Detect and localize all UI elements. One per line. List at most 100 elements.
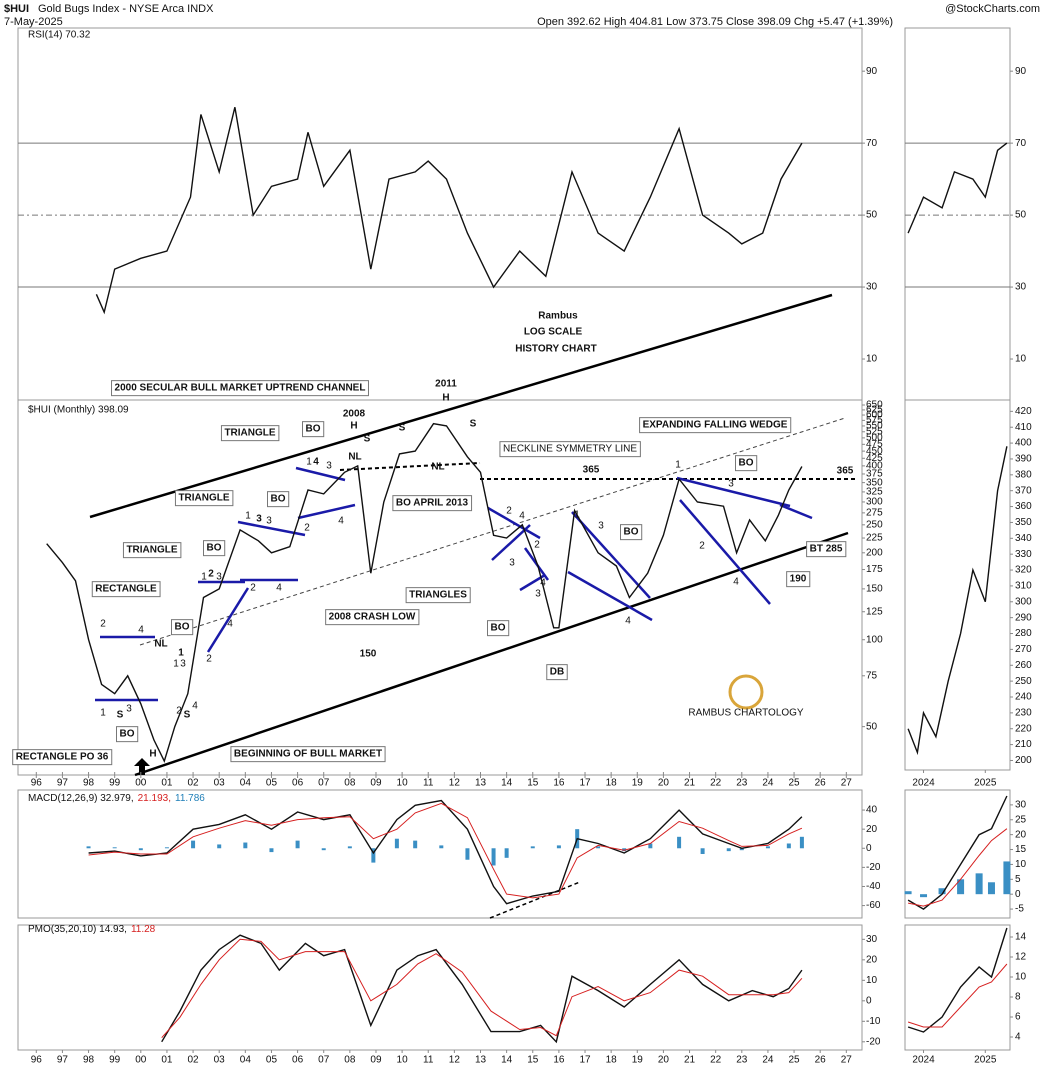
annotation-box <box>122 542 182 559</box>
channel-upper <box>89 293 833 519</box>
neckline <box>339 462 481 471</box>
y-tick-label: 600 <box>866 410 883 421</box>
annotation: 2 <box>206 654 212 665</box>
wedge-a <box>571 511 651 599</box>
annotation-box <box>203 540 226 557</box>
x-tick-label: 02 <box>188 778 200 789</box>
annotation: 4 <box>313 457 319 468</box>
annotation: 2008 CRASH LOW <box>329 612 416 623</box>
mini-pmo-frame <box>904 924 1011 1051</box>
annotation: BO <box>306 424 321 435</box>
x-tick-label: 00 <box>135 1055 147 1066</box>
annotation: 2008 <box>343 409 366 420</box>
y-tick-label: 10 <box>866 975 878 986</box>
x-tick-label: 13 <box>475 778 487 789</box>
y-tick-label: 625 <box>866 405 883 416</box>
index-name: Gold Bugs Index - NYSE Arca INDX <box>38 3 214 15</box>
histogram-bar <box>677 836 682 849</box>
annotation: S <box>184 710 191 721</box>
annotation: LOG SCALE <box>524 327 583 338</box>
x-tick-label: 04 <box>240 1055 252 1066</box>
x-tick-label: 18 <box>606 1055 618 1066</box>
x-tick-label: 07 <box>318 1055 330 1066</box>
panel-title: $HUI (Monthly) 398.09 <box>28 405 129 416</box>
annotation-box <box>171 619 194 636</box>
x-tick-label: 02 <box>188 1055 200 1066</box>
y-tick-label: 12 <box>1015 952 1027 963</box>
y-tick-label: 390 <box>1015 454 1032 465</box>
x-tick-label: 96 <box>31 778 43 789</box>
annotation-box <box>786 571 811 588</box>
annotation-box <box>267 491 290 508</box>
x-tick-label: 97 <box>57 778 69 789</box>
x-tick-label: 12 <box>449 778 461 789</box>
annotation: Rambus <box>538 311 578 322</box>
y-tick-label: 70 <box>1015 138 1027 149</box>
y-tick-label: 75 <box>866 670 878 681</box>
annotation: RECTANGLE <box>95 584 157 595</box>
tri4-bottom <box>491 524 531 561</box>
y-tick-label: 410 <box>1015 422 1032 433</box>
y-tick-label: 400 <box>1015 438 1032 449</box>
series-line <box>907 446 1008 756</box>
annotation: 3 <box>126 704 132 715</box>
panel-title-part: 11.786 <box>175 793 205 804</box>
annotation: TRIANGLE <box>126 545 177 556</box>
histogram-bar <box>648 843 653 849</box>
x-tick-label: 27 <box>841 1055 853 1066</box>
annotation: 4 <box>519 511 525 522</box>
y-tick-label: 250 <box>1015 676 1032 687</box>
y-tick-label: 450 <box>866 446 883 457</box>
tri4-top <box>487 506 541 540</box>
tri3-bottom <box>297 503 356 520</box>
annotation: 1 <box>173 659 179 670</box>
y-tick-label: 5 <box>1015 874 1021 885</box>
histogram-bar <box>904 891 912 895</box>
y-tick-label: 20 <box>1015 829 1027 840</box>
annotation: NL <box>348 452 361 463</box>
histogram-bar <box>491 848 496 866</box>
series-line <box>908 828 1008 907</box>
y-tick-label: 25 <box>1015 814 1027 825</box>
y-tick-label: 20 <box>866 954 878 965</box>
y-tick-label: 15 <box>1015 844 1027 855</box>
macd-divergence <box>489 881 581 919</box>
wedge-bottom <box>679 499 771 605</box>
y-tick-label: 550 <box>866 421 883 432</box>
panel-title: PMO(35,20,10) 14.93, 11.28 <box>28 924 156 935</box>
x-tick-label: 23 <box>736 1055 748 1066</box>
annotation-box <box>546 664 568 681</box>
y-tick-label: 350 <box>1015 517 1032 528</box>
y-tick-label: 50 <box>866 721 878 732</box>
y-tick-label: 475 <box>866 439 883 450</box>
x-tick-label: 21 <box>684 778 696 789</box>
series-line <box>95 107 803 315</box>
y-tick-label: 14 <box>1015 932 1027 943</box>
annotation: BO <box>624 527 639 538</box>
x-tick-label: 05 <box>266 1055 278 1066</box>
y-tick-label: 280 <box>1015 628 1032 639</box>
y-tick-label: 370 <box>1015 485 1032 496</box>
annotation: 2000 SECULAR BULL MARKET UPTREND CHANNEL <box>115 383 366 394</box>
annotation: 1 <box>675 460 681 471</box>
x-tick-label: 14 <box>501 778 513 789</box>
y-tick-label: 20 <box>866 824 878 835</box>
annotation: 190 <box>790 574 807 585</box>
x-tick-label: 08 <box>344 1055 356 1066</box>
y-tick-label: 100 <box>866 634 883 645</box>
y-tick-label: 575 <box>866 415 883 426</box>
y-tick-label: 50 <box>866 210 878 221</box>
mini-macd-frame <box>904 789 1011 919</box>
y-tick-label: -10 <box>866 1016 881 1027</box>
x-tick-label: 06 <box>292 778 304 789</box>
histogram-bar <box>321 848 326 851</box>
histogram-bar <box>465 848 470 860</box>
x-tick-label: 24 <box>762 778 774 789</box>
annotation: 3 <box>256 514 262 525</box>
annotation: 4 <box>733 577 739 588</box>
y-tick-label: -20 <box>866 862 881 873</box>
annotation: H <box>149 749 156 760</box>
annotation: 2 <box>208 569 214 580</box>
annotation: TRIANGLE <box>224 428 275 439</box>
